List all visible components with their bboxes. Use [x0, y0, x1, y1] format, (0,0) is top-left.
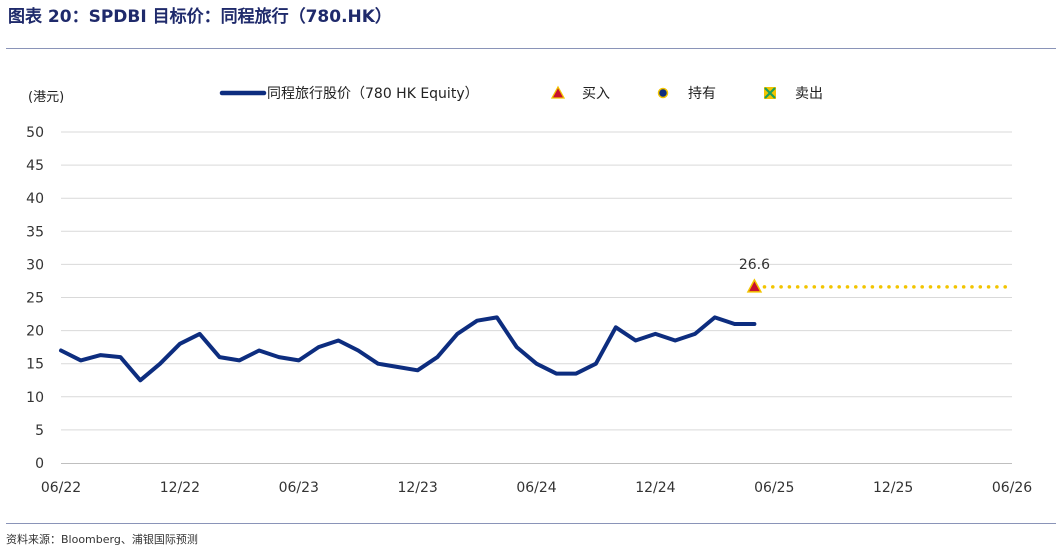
legend-sell-cross [764, 87, 776, 99]
legend-label-price: 同程旅行股价（780 HK Equity） [267, 86, 479, 102]
x-tick-label: 06/23 [279, 480, 319, 496]
legend-label-sell: 卖出 [795, 86, 823, 102]
target-price-label: 26.6 [739, 257, 770, 273]
x-tick-label: 12/22 [160, 480, 200, 496]
x-tick-label: 06/24 [516, 480, 556, 496]
chart-grid [61, 131, 1012, 431]
legend-label-buy: 买入 [582, 86, 610, 102]
legend-label-hold: 持有 [688, 86, 716, 102]
y-tick-label: 30 [26, 257, 44, 273]
target-price-layer: 26.6 [739, 257, 1014, 293]
y-tick-label: 25 [26, 291, 44, 307]
price-line [59, 315, 757, 383]
y-tick-label: 0 [35, 456, 44, 472]
title-divider [6, 48, 1056, 49]
legend: 同程旅行股价（780 HK Equity） 买入 持有 卖出 [219, 85, 823, 102]
x-tick-label: 06/26 [992, 480, 1032, 496]
price-chart: 0 5 10 15 20 25 30 35 40 45 50 06/22 12/22 06/23 12/2… [26, 85, 1032, 496]
y-tick-label: 20 [26, 324, 44, 340]
x-tick-label: 06/25 [754, 480, 794, 496]
source-note: 资料来源：Bloomberg、浦银国际预测 [6, 533, 198, 546]
x-axis-ticks: 06/22 12/22 06/23 12/23 06/24 12/24 06/25 12/25… [41, 480, 1032, 496]
y-tick-label: 40 [26, 191, 44, 207]
y-tick-label: 35 [26, 224, 44, 240]
y-tick-label: 5 [35, 423, 44, 439]
y-tick-label: 10 [26, 390, 44, 406]
legend-buy-icon [550, 85, 566, 99]
x-tick-label: 12/24 [635, 480, 675, 496]
y-axis-ticks: 0 5 10 15 20 25 30 35 40 45 50 [26, 125, 44, 472]
x-tick-label: 12/23 [397, 480, 437, 496]
legend-hold-icon [657, 87, 669, 99]
buy-marker [746, 278, 763, 293]
y-tick-label: 50 [26, 125, 44, 141]
footer-divider [6, 523, 1056, 524]
x-tick-label: 12/25 [873, 480, 913, 496]
x-tick-label: 06/22 [41, 480, 81, 496]
y-axis-label: (港元) [28, 90, 64, 105]
y-tick-label: 15 [26, 357, 44, 373]
price-series [59, 315, 757, 383]
figure-title: 图表 20：SPDBI 目标价：同程旅行（780.HK） [8, 7, 392, 27]
y-tick-label: 45 [26, 158, 44, 174]
